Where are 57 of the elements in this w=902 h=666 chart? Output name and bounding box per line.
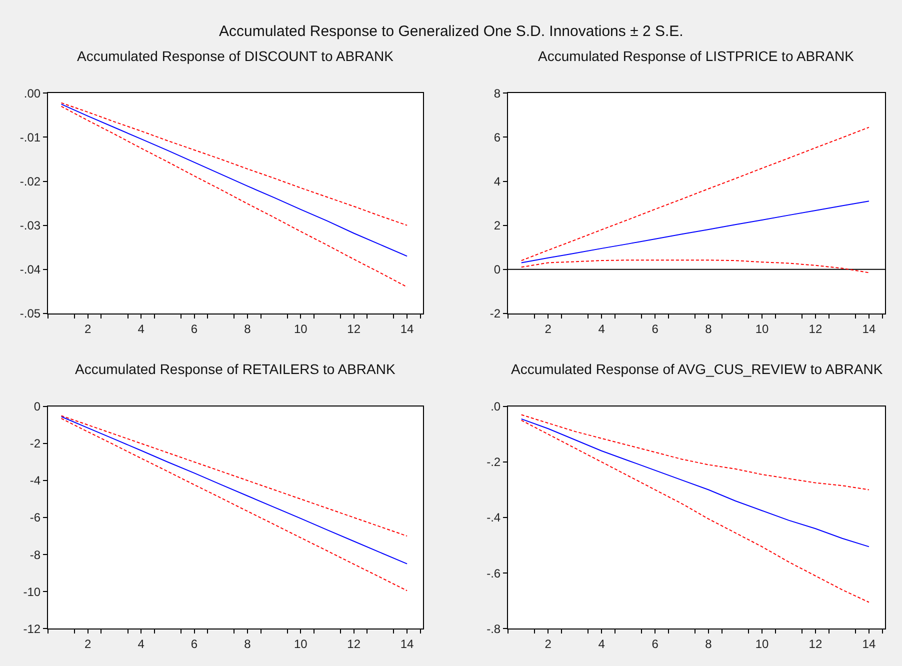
x-tick-label: 4 bbox=[138, 322, 145, 336]
y-tick-label: -.6 bbox=[486, 566, 501, 580]
chart-title: Accumulated Response of RETAILERS to ABRANK bbox=[75, 361, 396, 377]
y-tick-label: .0 bbox=[490, 400, 501, 414]
x-tick-label: 6 bbox=[190, 322, 198, 336]
y-tick-label: 8 bbox=[494, 86, 501, 100]
x-tick-label: 4 bbox=[598, 637, 606, 652]
y-tick-label: -.8 bbox=[486, 622, 501, 636]
x-tick-label: 6 bbox=[190, 637, 198, 652]
x-tick-label: 12 bbox=[347, 322, 361, 336]
x-tick-label: 10 bbox=[294, 637, 308, 652]
y-tick-label: -4 bbox=[30, 474, 41, 488]
y-tick-label: 2 bbox=[494, 218, 501, 233]
x-tick-label: 12 bbox=[808, 322, 822, 336]
x-tick-label: 14 bbox=[400, 637, 414, 652]
chart-title: Accumulated Response of DISCOUNT to ABRANK bbox=[77, 48, 394, 64]
y-tick-label: 0 bbox=[34, 400, 41, 414]
y-tick-label: -10 bbox=[23, 584, 41, 599]
chart-title: Accumulated Response of AVG_CUS_REVIEW to ABRANK bbox=[511, 361, 884, 377]
y-tick-label: 0 bbox=[494, 262, 501, 277]
y-tick-label: -2 bbox=[30, 436, 41, 451]
y-tick-label: -2 bbox=[490, 306, 501, 321]
y-tick-label: -.03 bbox=[20, 218, 41, 233]
x-tick-label: 12 bbox=[808, 637, 822, 652]
y-tick-label: -.04 bbox=[20, 262, 41, 277]
x-tick-label: 8 bbox=[244, 637, 252, 652]
y-tick-label: 6 bbox=[494, 130, 501, 144]
x-tick-label: 8 bbox=[705, 637, 712, 652]
y-tick-label: -.02 bbox=[20, 174, 41, 188]
x-tick-label: 8 bbox=[705, 322, 712, 336]
chart-title: Accumulated Response of LISTPRICE to ABRANK bbox=[538, 48, 855, 64]
y-tick-label: -.4 bbox=[486, 510, 501, 525]
x-tick-label: 6 bbox=[652, 637, 659, 652]
y-tick-label: .00 bbox=[24, 86, 41, 100]
text: Accumulated Response to Generalized One S.D. Innovations ± 2 S.E. bbox=[219, 23, 684, 40]
x-tick-label: 2 bbox=[544, 637, 552, 652]
y-tick-label: -8 bbox=[30, 548, 41, 562]
x-tick-label: 4 bbox=[598, 322, 606, 336]
x-tick-label: 8 bbox=[244, 322, 252, 336]
x-tick-label: 10 bbox=[294, 322, 308, 336]
x-tick-label: 2 bbox=[544, 322, 552, 336]
x-tick-label: 2 bbox=[84, 637, 92, 652]
x-tick-label: 10 bbox=[755, 322, 770, 336]
x-tick-label: 14 bbox=[862, 322, 876, 336]
y-tick-label: -.05 bbox=[20, 306, 41, 321]
x-tick-label: 6 bbox=[652, 322, 659, 336]
y-tick-label: 4 bbox=[494, 174, 501, 188]
y-tick-label: -6 bbox=[30, 510, 41, 525]
x-tick-label: 2 bbox=[84, 322, 92, 336]
y-tick-label: -.2 bbox=[486, 455, 501, 470]
y-tick-label: -.01 bbox=[20, 130, 41, 144]
y-tick-label: -12 bbox=[23, 622, 41, 636]
x-tick-label: 14 bbox=[400, 322, 414, 336]
x-tick-label: 14 bbox=[862, 637, 876, 652]
x-tick-label: 4 bbox=[138, 637, 145, 652]
x-tick-label: 10 bbox=[755, 637, 770, 652]
x-tick-label: 12 bbox=[347, 637, 361, 652]
